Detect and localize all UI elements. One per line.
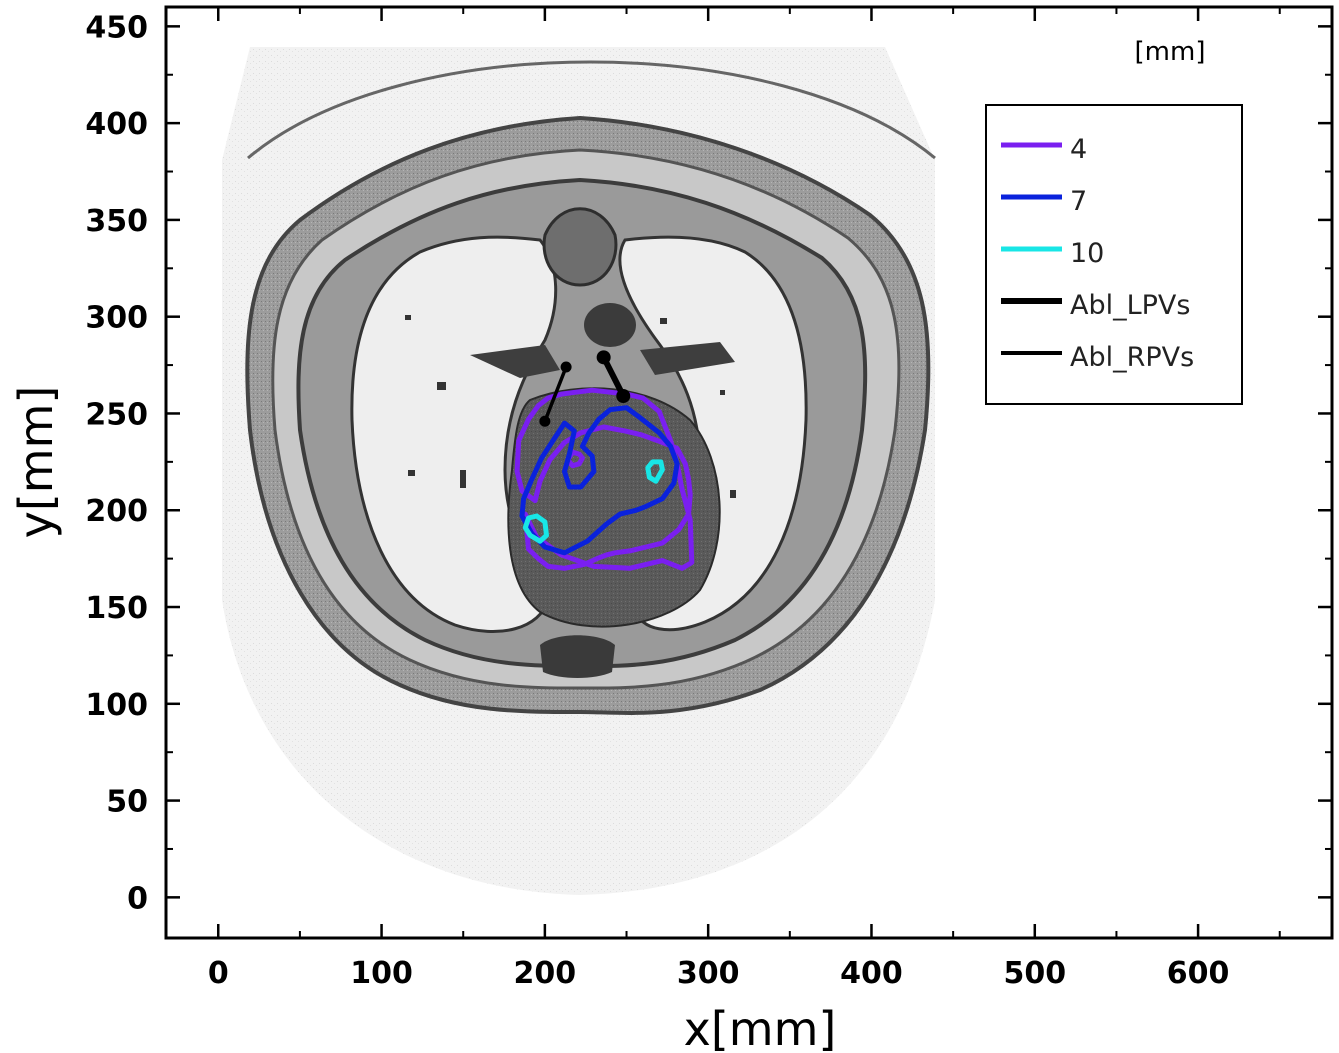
- x-tick-label: 0: [208, 956, 229, 991]
- legend-label: 10: [1070, 238, 1104, 269]
- y-tick-label: 200: [85, 494, 148, 529]
- x-tick-label: 600: [1167, 956, 1230, 991]
- series-layer: [514, 350, 695, 571]
- y-tick-label: 50: [106, 785, 148, 820]
- x-tick-label: 300: [677, 956, 740, 991]
- x-axis: 0 100 200 300 400 500 600: [208, 7, 1281, 991]
- y-tick-label: 0: [127, 881, 148, 916]
- y-tick-label: 450: [85, 10, 148, 45]
- ct-background-image: [222, 47, 936, 895]
- x-tick-label: 500: [1003, 956, 1066, 991]
- ablation-point: [616, 389, 631, 404]
- y-tick-label: 400: [85, 107, 148, 142]
- legend-label: Abl_RPVs: [1070, 342, 1194, 373]
- legend-label: 4: [1070, 134, 1087, 165]
- ablation-point: [560, 361, 572, 373]
- x-tick-label: 400: [840, 956, 903, 991]
- series-line-abl-lpvs: [600, 354, 627, 399]
- ablation-point: [596, 350, 611, 365]
- legend-label: Abl_LPVs: [1070, 290, 1190, 321]
- x-axis-title: x[mm]: [684, 1002, 837, 1053]
- y-tick-label: 250: [85, 397, 148, 432]
- y-tick-label: 100: [85, 688, 148, 723]
- legend: 4 7 10 Abl_LPVs Abl_RPVs: [985, 104, 1243, 405]
- contour-4: [514, 387, 695, 571]
- contour-4: [565, 449, 585, 469]
- x-tick-label: 200: [514, 956, 577, 991]
- y-tick-label: 350: [85, 204, 148, 239]
- y-axis: 0 50 100 150 200 250 300 350 400 450: [85, 10, 1332, 916]
- ablation-point: [539, 415, 551, 427]
- unit-label: [mm]: [1135, 37, 1206, 67]
- contour-10: [645, 459, 665, 484]
- contour-10: [522, 513, 549, 544]
- contour-7: [519, 405, 680, 556]
- series-line-abl-rpvs: [543, 365, 568, 423]
- y-tick-label: 300: [85, 301, 148, 336]
- y-axis-title: y[mm]: [9, 386, 63, 539]
- y-tick-label: 150: [85, 591, 148, 626]
- legend-label: 7: [1070, 186, 1087, 217]
- plot-frame: [164, 5, 1334, 940]
- x-tick-label: 100: [350, 956, 413, 991]
